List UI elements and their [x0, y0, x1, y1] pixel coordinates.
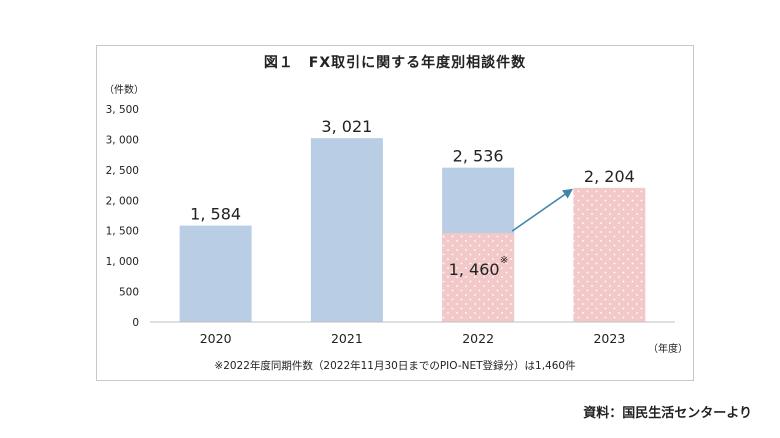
partial-note-mark: ※ [500, 255, 508, 266]
source-credit: 資料：国民生活センターより [583, 406, 752, 421]
data-label-2020: 1, 584 [190, 205, 241, 224]
category-label-2021: 2021 [331, 331, 363, 346]
category-label-2020: 2020 [200, 331, 232, 346]
y-axis-label: （件数） [104, 83, 144, 96]
x-axis-label: （年度） [648, 342, 688, 355]
data-label-2022: 2, 536 [453, 147, 504, 166]
y-tick-label: 0 [132, 317, 139, 329]
trend-arrow [511, 188, 574, 232]
y-tick-label: 3, 500 [106, 104, 139, 116]
footnote: ※2022年度同期件数（2022年11月30日までのPIO-NET登録分）は1,… [214, 360, 576, 372]
y-tick-label: 2, 500 [106, 165, 139, 177]
data-label-2021: 3, 021 [321, 117, 372, 136]
y-tick-label: 2, 000 [106, 195, 139, 207]
bar-2022-partial [442, 233, 515, 322]
data-label-2023: 2, 204 [584, 167, 635, 186]
category-label-2022: 2022 [462, 331, 494, 346]
category-label-2023: 2023 [593, 331, 625, 346]
y-tick-label: 1, 500 [106, 226, 139, 238]
bar-2020 [179, 225, 252, 322]
y-tick-label: 500 [119, 287, 139, 299]
y-tick-label: 3, 000 [106, 134, 139, 146]
y-tick-label: 1, 000 [106, 256, 139, 268]
partial-data-label: 1, 460 [449, 260, 500, 279]
bar-2021 [310, 138, 383, 322]
bar-2023 [573, 187, 646, 322]
chart-title: 図１ FX取引に関する年度別相談件数 [263, 55, 527, 71]
